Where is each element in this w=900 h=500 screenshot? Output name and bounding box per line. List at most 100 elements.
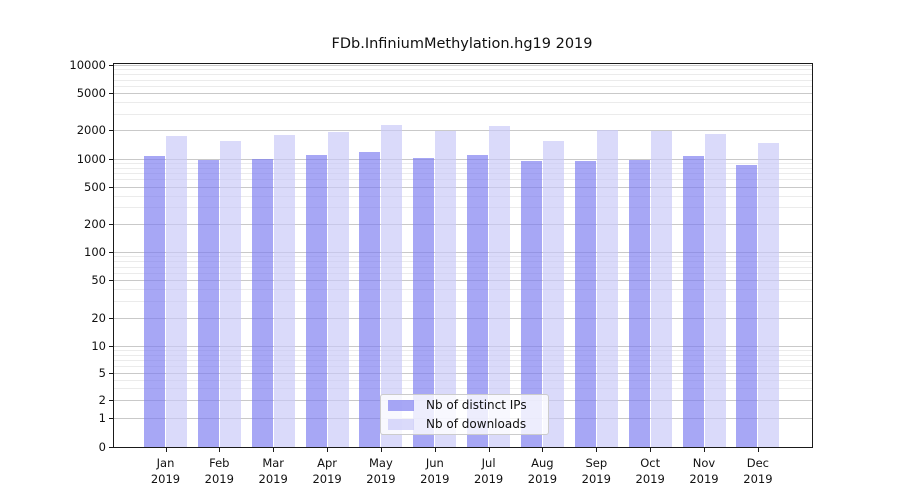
grid-minor-line <box>114 113 812 115</box>
grid-major-line <box>114 93 812 95</box>
grid-major-line <box>114 158 812 160</box>
x-tick-label: May 2019 <box>349 455 413 487</box>
x-tick-year: 2019 <box>635 472 665 486</box>
bar-distinct-ips <box>736 165 758 447</box>
x-tick-mark <box>488 447 490 452</box>
x-tick-label: Jan 2019 <box>134 455 198 487</box>
grid-minor-line <box>114 69 812 71</box>
x-tick-year: 2019 <box>743 472 773 486</box>
x-tick-year: 2019 <box>366 472 396 486</box>
x-tick-label: Mar 2019 <box>241 455 305 487</box>
legend-label-distinct-ips: Nb of distinct IPs <box>426 398 527 412</box>
grid-minor-line <box>114 379 812 381</box>
grid-minor-line <box>114 365 812 367</box>
grid-minor-line <box>114 195 812 197</box>
bar-distinct-ips <box>574 161 596 447</box>
y-tick-label: 100 <box>84 245 106 259</box>
grid-major-line <box>114 65 812 66</box>
bar-distinct-ips <box>628 159 650 447</box>
y-tick-mark <box>109 252 114 253</box>
x-tick-year: 2019 <box>420 472 450 486</box>
bar-downloads <box>327 132 349 447</box>
grid-major-line <box>114 130 812 132</box>
chart-title: FDb.InfiniumMethylation.hg19 2019 <box>331 36 593 52</box>
y-tick-mark <box>109 280 114 282</box>
legend-swatch-distinct-ips <box>388 399 414 411</box>
bar-distinct-ips <box>251 158 273 447</box>
x-tick-label: Feb 2019 <box>187 455 251 487</box>
bar-distinct-ips <box>197 160 219 447</box>
grid-minor-line <box>114 179 812 181</box>
grid-major-line <box>114 346 812 347</box>
y-tick-label: 1000 <box>76 151 106 166</box>
grid-minor-line <box>114 173 812 174</box>
plot-area: 0 1 2 5 10 20 50 100 200 500 1000 2000 5000 10000 Jan 2… <box>69 58 813 486</box>
bar-distinct-ips <box>359 151 381 447</box>
legend-label-downloads: Nb of downloads <box>426 417 527 431</box>
grid-major-line <box>114 373 812 374</box>
y-tick-mark <box>109 446 114 448</box>
grid-minor-line <box>114 266 812 268</box>
x-tick-label: Dec 2019 <box>726 455 790 487</box>
x-tick-label: Oct 2019 <box>618 455 682 487</box>
y-tick-mark <box>109 130 114 132</box>
x-tick-mark <box>650 447 652 452</box>
y-tick-label: 10 <box>91 339 106 353</box>
x-tick-year: 2019 <box>258 472 288 486</box>
grid-minor-line <box>114 272 812 274</box>
grid-minor-line <box>114 79 812 81</box>
x-tick-year: 2019 <box>204 472 234 486</box>
y-tick-mark <box>109 418 114 419</box>
x-tick-label: Sep 2019 <box>564 455 628 487</box>
grid-major-line <box>114 186 812 188</box>
x-tick-label: Aug 2019 <box>510 455 574 487</box>
x-tick-mark <box>273 447 275 452</box>
x-tick-label: Nov 2019 <box>672 455 736 487</box>
y-tick-mark <box>109 65 114 66</box>
bar-downloads <box>381 124 403 447</box>
y-tick-label: 5000 <box>76 86 106 101</box>
y-tick-label: 5 <box>98 366 106 380</box>
x-tick-year: 2019 <box>473 472 504 486</box>
x-tick-label: Jun 2019 <box>403 455 467 487</box>
grid-minor-line <box>114 289 812 291</box>
grid-minor-line <box>114 359 812 361</box>
y-tick-label: 200 <box>84 216 106 231</box>
bar-downloads <box>219 140 241 447</box>
grid-minor-line <box>114 350 812 352</box>
grid-major-line <box>114 280 812 282</box>
legend-swatch-downloads <box>388 418 414 430</box>
bar-distinct-ips <box>305 154 327 447</box>
grid-minor-line <box>114 354 812 356</box>
x-tick-mark <box>704 447 705 452</box>
x-tick-mark <box>327 447 329 452</box>
y-tick-mark <box>109 186 114 188</box>
y-tick-label: 20 <box>91 310 106 325</box>
y-tick-label: 1 <box>98 411 106 425</box>
grid-minor-line <box>114 261 812 263</box>
y-tick-label: 0 <box>98 439 106 454</box>
y-tick-label: 2000 <box>76 123 106 138</box>
x-tick-mark <box>596 447 598 452</box>
x-tick-label: Jul 2019 <box>457 455 521 487</box>
y-tick-label: 2 <box>98 393 106 407</box>
x-tick-year: 2019 <box>150 472 181 486</box>
y-tick-mark <box>109 317 114 319</box>
grid-minor-line <box>114 85 812 87</box>
bar-downloads <box>435 130 457 447</box>
y-tick-mark <box>109 346 114 347</box>
y-tick-mark <box>109 373 114 374</box>
y-tick-label: 10000 <box>69 58 106 72</box>
bar-downloads <box>650 131 672 447</box>
bar-distinct-ips <box>520 161 542 447</box>
y-tick-mark <box>109 400 114 401</box>
x-tick-year: 2019 <box>527 472 558 486</box>
grid-minor-line <box>114 102 812 104</box>
grid-major-line <box>114 252 812 253</box>
x-tick-mark <box>219 447 221 452</box>
grid-minor-line <box>114 256 812 258</box>
grid-minor-line <box>114 301 812 303</box>
grid-major-line <box>114 223 812 225</box>
bar-downloads <box>758 142 780 447</box>
